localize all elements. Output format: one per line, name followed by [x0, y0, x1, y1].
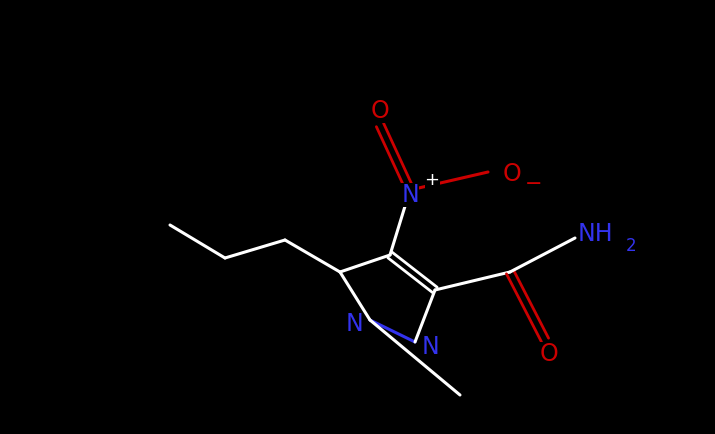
Text: O: O [503, 162, 521, 186]
Text: +: + [425, 171, 440, 189]
Text: NH: NH [577, 222, 613, 246]
Text: N: N [345, 312, 363, 336]
Text: 2: 2 [626, 237, 636, 255]
Text: N: N [401, 183, 419, 207]
Text: O: O [370, 99, 390, 123]
Text: −: − [526, 174, 543, 194]
Text: O: O [540, 342, 558, 366]
Text: N: N [422, 335, 440, 359]
